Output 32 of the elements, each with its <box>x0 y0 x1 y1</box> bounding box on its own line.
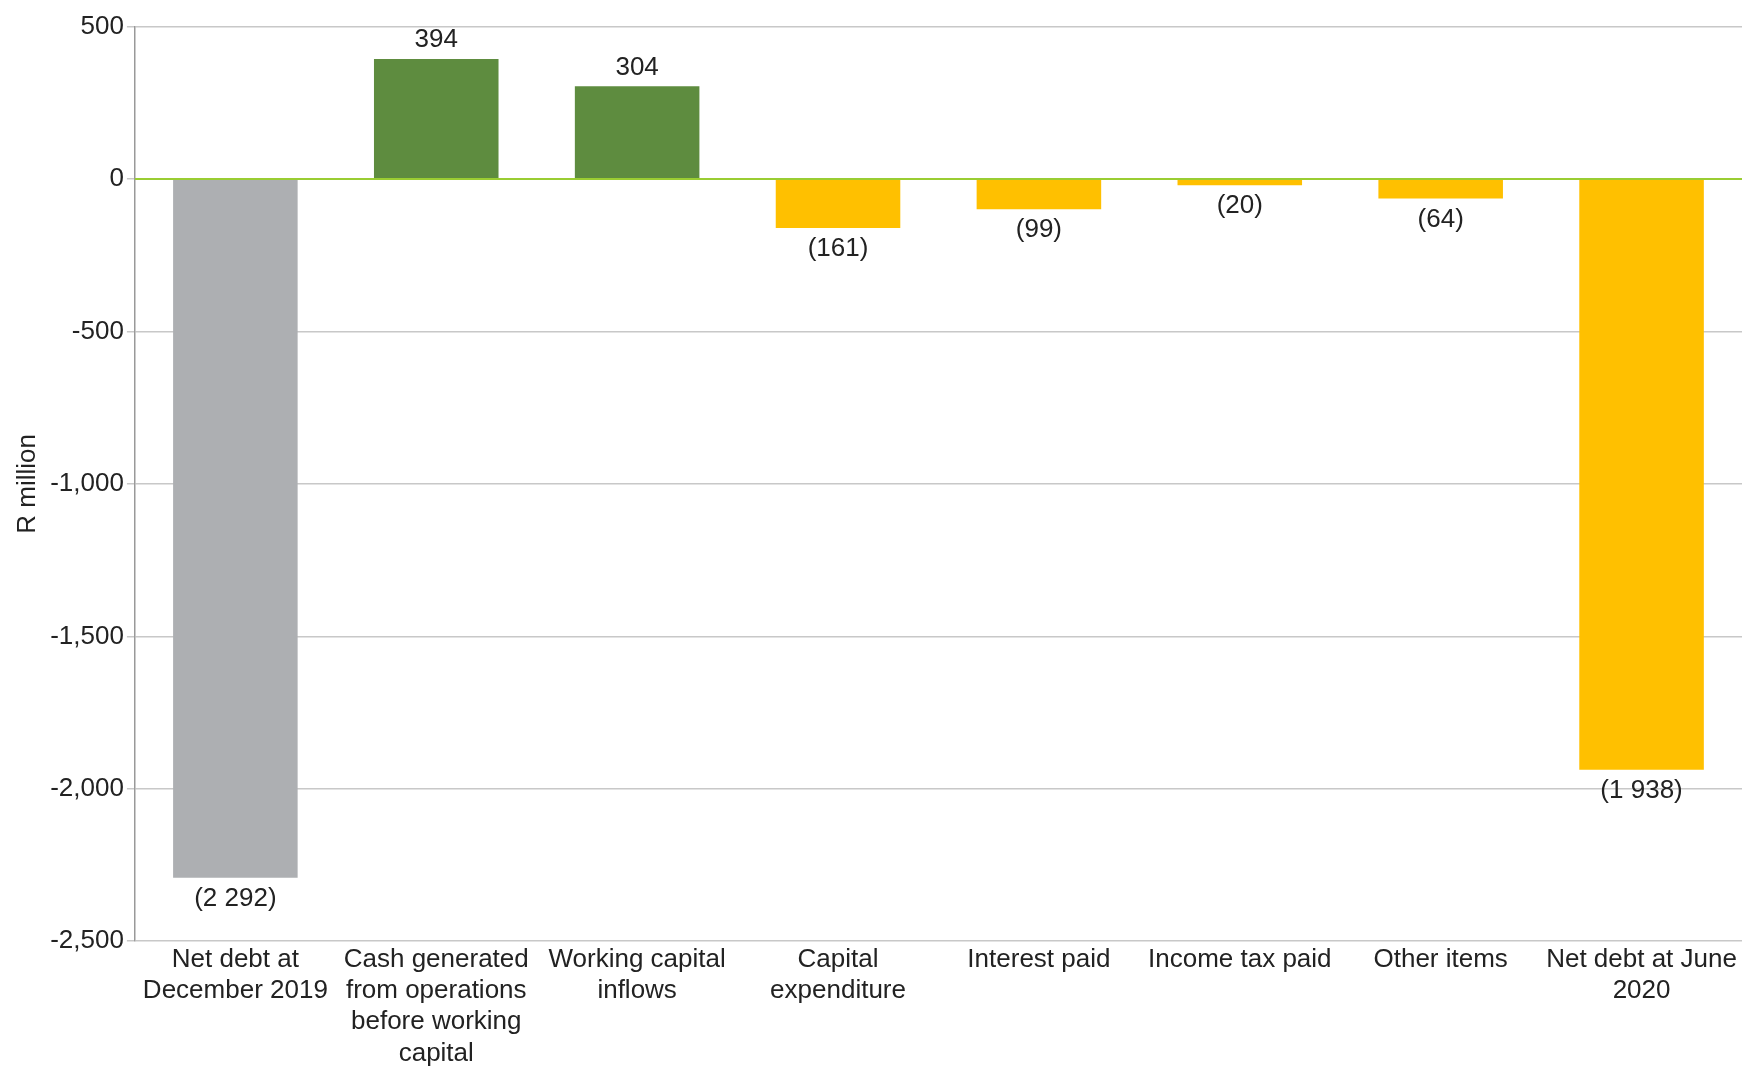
x-tick-label: Working capital inflows <box>548 942 726 1005</box>
data-label: 304 <box>615 50 659 81</box>
data-label: (99) <box>1015 213 1063 244</box>
data-label: (1 938) <box>1600 774 1683 805</box>
y-tick-label: -2,000 <box>50 771 124 802</box>
bar <box>976 179 1102 210</box>
data-label: 394 <box>414 23 458 54</box>
x-tick-label: Cash generated from operations before working capital <box>343 942 529 1067</box>
x-tick-label: Interest paid <box>967 942 1111 973</box>
y-axis-title: R million <box>10 434 41 534</box>
bar <box>173 179 298 878</box>
x-tick-label: Net debt at June 2020 <box>1546 942 1737 1005</box>
bar <box>1579 179 1704 770</box>
x-tick-label: Income tax paid <box>1148 942 1332 973</box>
bar <box>373 58 499 179</box>
x-tick-label: Capital expenditure <box>770 942 906 1005</box>
data-label: (2 292) <box>194 881 277 912</box>
bar <box>1378 179 1503 199</box>
y-tick-label: -1,500 <box>50 619 124 650</box>
x-tick-label: Other items <box>1373 942 1508 973</box>
y-tick-label: 500 <box>80 9 124 40</box>
data-label: (161) <box>807 232 869 263</box>
bar <box>775 179 901 229</box>
y-tick-label: 0 <box>109 162 124 193</box>
bar <box>1177 179 1303 186</box>
y-tick-label: -1,000 <box>50 467 124 498</box>
bar <box>574 86 700 179</box>
data-label: (64) <box>1417 202 1464 233</box>
x-tick-label: Net debt at December 2019 <box>142 942 328 1005</box>
y-tick-label: -2,500 <box>50 924 124 955</box>
data-label: (20) <box>1216 189 1263 220</box>
y-tick-label: -500 <box>71 314 124 345</box>
